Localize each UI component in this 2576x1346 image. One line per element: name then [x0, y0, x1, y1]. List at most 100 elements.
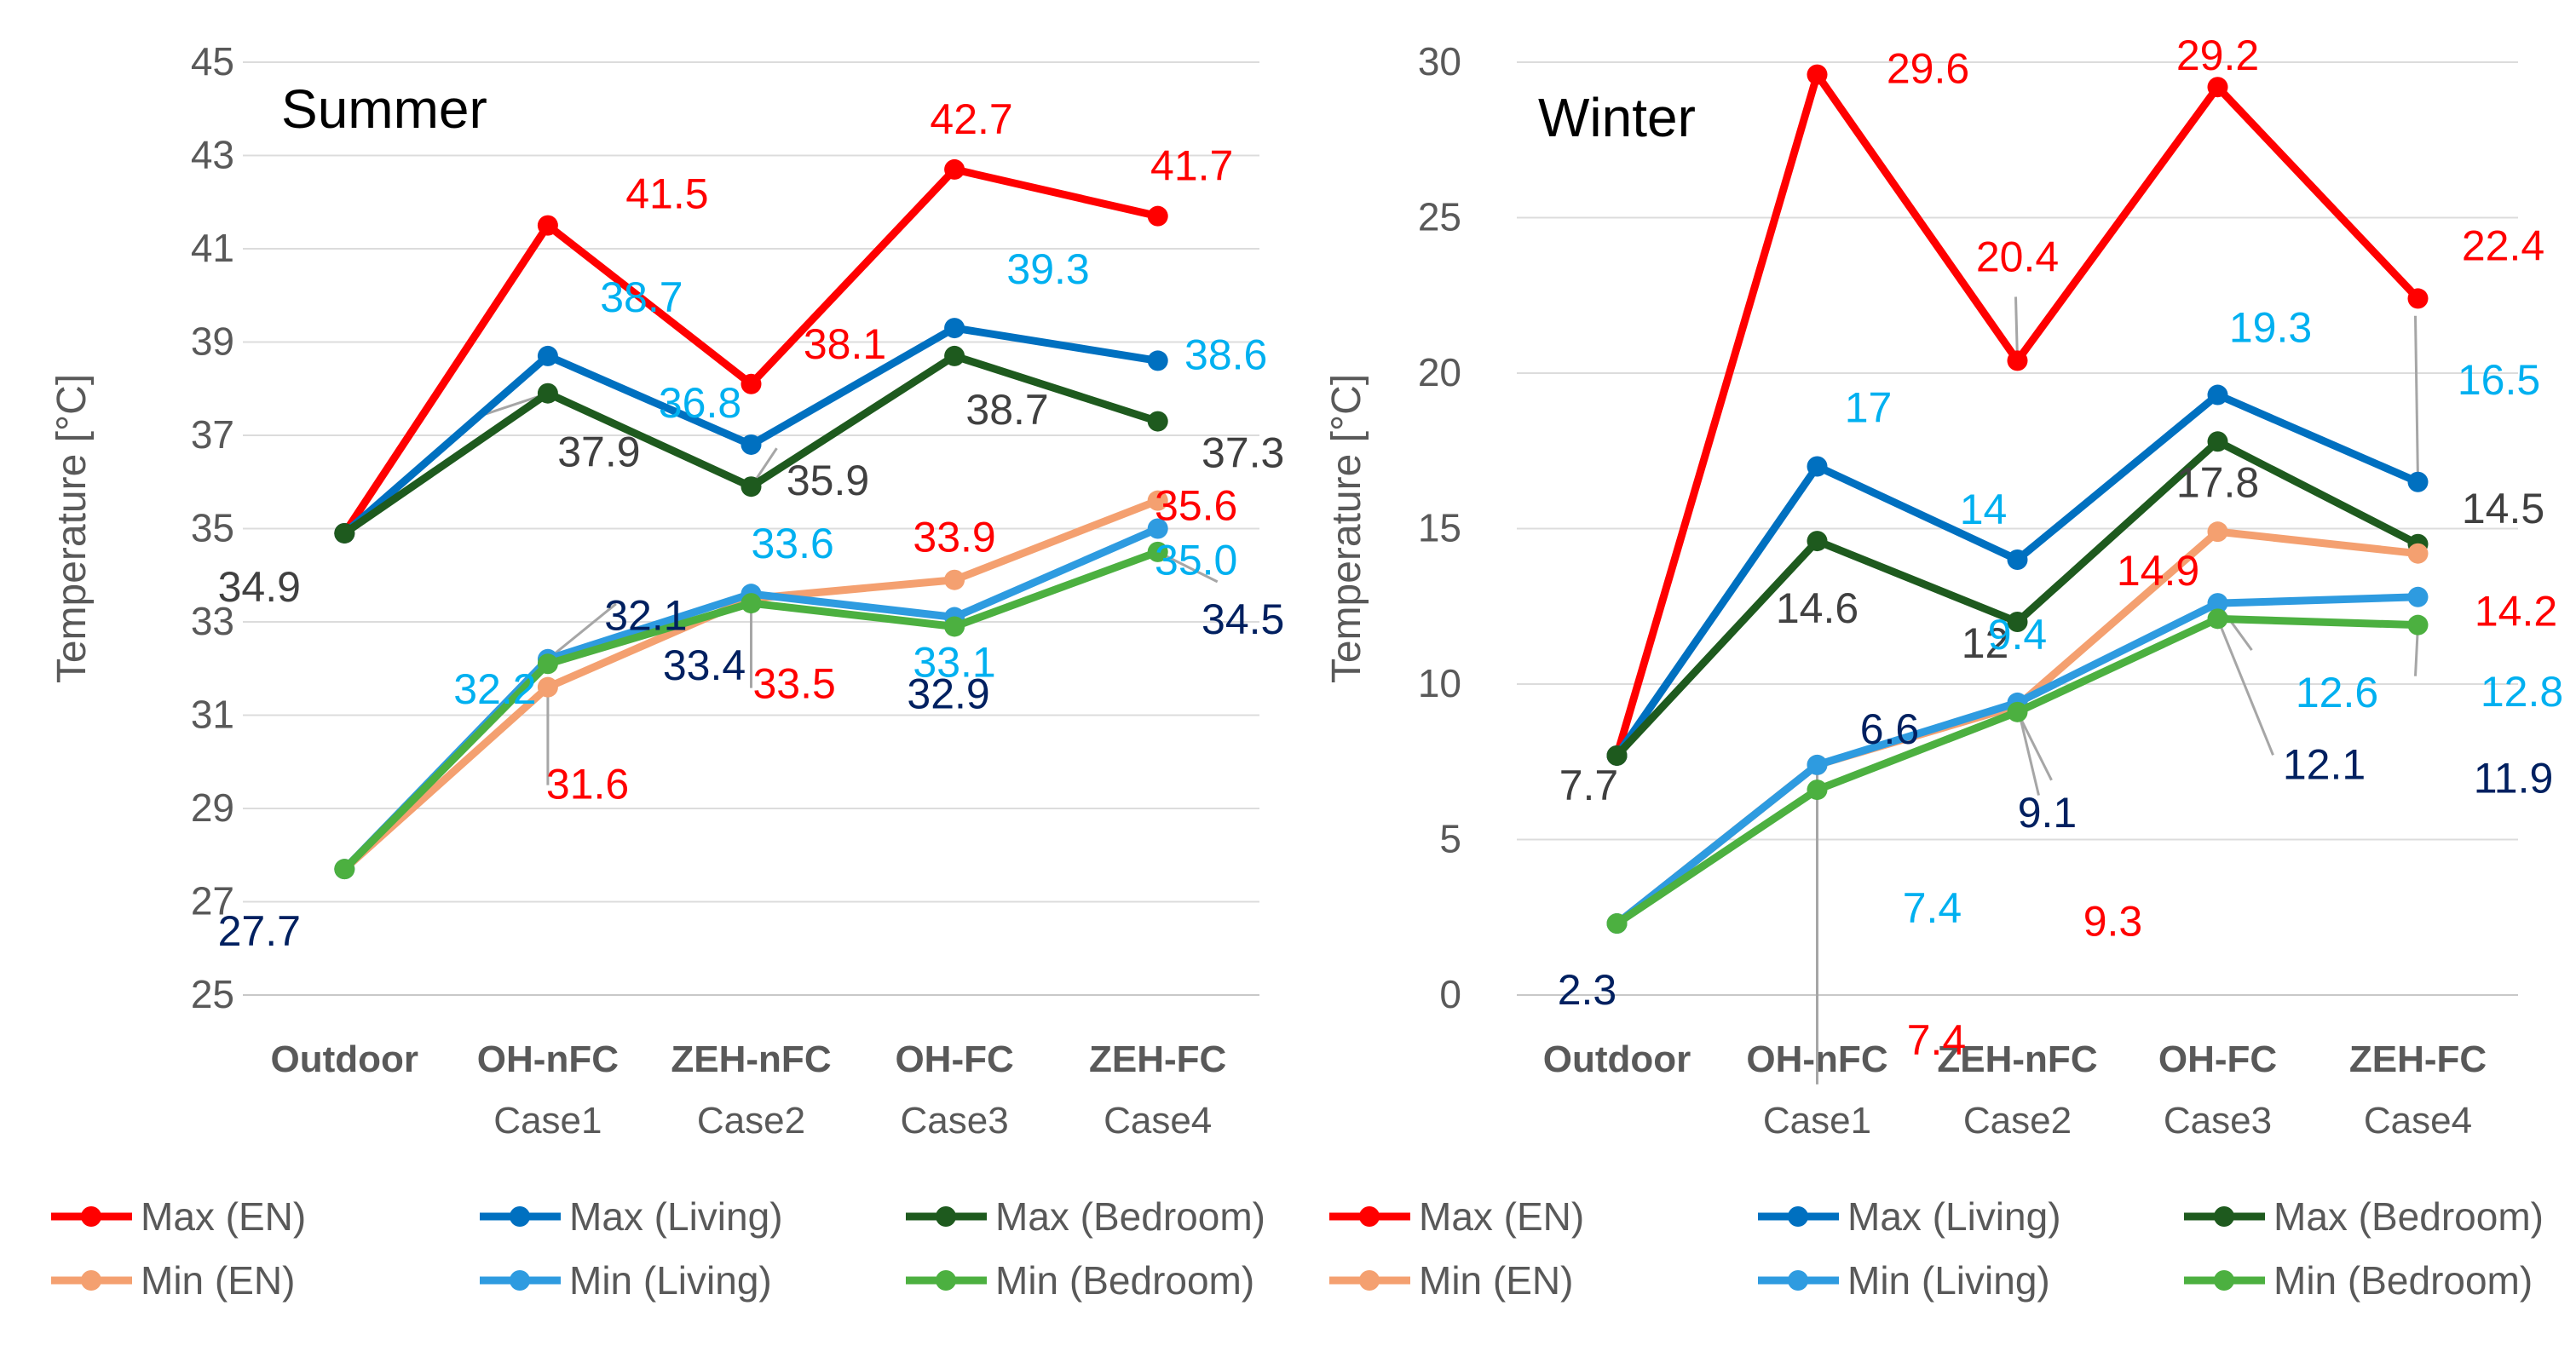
data-label: 16.5: [2458, 356, 2540, 404]
data-label: 38.1: [804, 320, 886, 368]
y-axis-label: Temperature [°C]: [1324, 374, 1369, 683]
data-label: 6.6: [1860, 705, 1920, 753]
data-point: [2007, 612, 2028, 632]
legend-label: Max (Bedroom): [2273, 1194, 2544, 1239]
leader-line: [2016, 711, 2053, 781]
y-tick-label: 25: [1418, 195, 1461, 239]
x-tick-label: Outdoor: [1543, 1038, 1691, 1080]
legend-label: Min (Bedroom): [995, 1258, 1254, 1303]
leader-line: [2216, 618, 2274, 756]
data-point: [537, 215, 558, 236]
data-point: [1147, 350, 1168, 371]
x-tick-label: Case4: [2364, 1100, 2472, 1142]
data-point: [2207, 521, 2228, 543]
legend-swatch-marker: [81, 1206, 101, 1227]
data-label: 36.8: [659, 379, 741, 427]
data-point: [1606, 913, 1628, 935]
data-point: [944, 345, 965, 366]
data-point: [2407, 471, 2429, 492]
x-tick-label: Case3: [2164, 1100, 2272, 1142]
data-label: 35.9: [787, 457, 869, 504]
data-label: 7.7: [1559, 762, 1619, 809]
data-label: 32.2: [453, 665, 536, 713]
data-label: 39.3: [1006, 245, 1089, 293]
legend-swatch-marker: [510, 1206, 530, 1227]
data-point: [2207, 608, 2228, 630]
legend-label: Max (EN): [141, 1194, 306, 1239]
data-label: 34.9: [218, 563, 301, 611]
leader-line: [546, 602, 617, 660]
data-label: 2.3: [1558, 966, 1617, 1014]
data-label: 41.7: [1150, 142, 1233, 190]
leader-line: [1157, 550, 1219, 584]
x-tick-label: Case1: [493, 1100, 602, 1142]
data-label: 35.0: [1155, 537, 1237, 584]
x-tick-label: ZEH-FC: [1089, 1038, 1226, 1080]
data-label: 17.8: [2176, 458, 2259, 506]
legend-label: Min (EN): [1419, 1258, 1573, 1303]
x-tick-label: OH-FC: [2158, 1038, 2277, 1080]
data-label: 7.4: [1907, 1016, 1967, 1064]
summer-legend: Max (EN) Max (Living) Max (Bedroom) Min (EN…: [51, 1194, 1265, 1303]
data-point: [1807, 754, 1828, 775]
y-tick-label: 5: [1439, 817, 1461, 861]
data-label: 29.6: [1887, 45, 1969, 93]
data-point: [537, 383, 558, 404]
data-label: 14.2: [2475, 588, 2557, 636]
data-point: [2007, 350, 2028, 371]
y-tick-label: 30: [1418, 39, 1461, 83]
y-tick-label: 33: [191, 599, 234, 643]
data-label: 19.3: [2229, 304, 2312, 352]
data-point: [2207, 431, 2228, 452]
x-tick-label: ZEH-nFC: [1937, 1038, 2097, 1080]
y-tick-label: 37: [191, 412, 234, 457]
x-tick-label: Case1: [1763, 1100, 1871, 1142]
data-label: 38.7: [965, 386, 1048, 434]
data-point: [2407, 543, 2429, 564]
x-tick-label: Outdoor: [271, 1038, 419, 1080]
data-point: [2207, 384, 2228, 406]
chart-title: Winter: [1538, 87, 1696, 148]
x-tick-label: Case2: [697, 1100, 805, 1142]
data-point: [537, 653, 558, 675]
y-tick-label: 31: [191, 693, 234, 737]
legend-swatch-marker: [2214, 1270, 2234, 1291]
data-point: [1807, 531, 1828, 552]
data-label: 32.9: [907, 670, 989, 717]
y-tick-label: 29: [191, 785, 234, 830]
legend-label: Min (EN): [141, 1258, 295, 1303]
y-tick-label: 0: [1439, 972, 1461, 1016]
x-tick-label: OH-FC: [895, 1038, 1013, 1080]
y-tick-label: 15: [1418, 506, 1461, 550]
legend-label: Max (Bedroom): [995, 1194, 1265, 1239]
data-point: [741, 593, 762, 614]
legend-label: Min (Living): [569, 1258, 772, 1303]
data-point: [2207, 77, 2228, 98]
data-point: [1147, 411, 1168, 432]
data-label: 14.5: [2462, 485, 2544, 532]
data-label: 27.7: [218, 907, 301, 955]
data-label: 9.3: [2083, 898, 2143, 946]
data-label: 14: [1960, 486, 2008, 533]
y-tick-label: 45: [191, 39, 234, 83]
legend-swatch-marker: [510, 1270, 530, 1291]
data-point: [334, 522, 355, 544]
data-point: [2007, 701, 2028, 722]
y-axis-label: Temperature [°C]: [49, 374, 95, 683]
x-tick-label: ZEH-FC: [2349, 1038, 2487, 1080]
data-point: [944, 616, 965, 637]
leader-line: [2414, 315, 2419, 482]
data-point: [334, 859, 355, 880]
data-point: [537, 345, 558, 366]
data-point: [537, 676, 558, 698]
data-label: 37.3: [1202, 429, 1284, 477]
data-point: [1807, 64, 1828, 85]
data-label: 42.7: [930, 95, 1012, 143]
data-point: [944, 158, 965, 180]
legend-label: Max (Living): [1847, 1194, 2061, 1239]
data-label: 7.4: [1903, 884, 1962, 932]
winter-legend: Max (EN) Max (Living) Max (Bedroom) Min (EN…: [1329, 1194, 2544, 1303]
data-label: 14.9: [2117, 547, 2199, 595]
